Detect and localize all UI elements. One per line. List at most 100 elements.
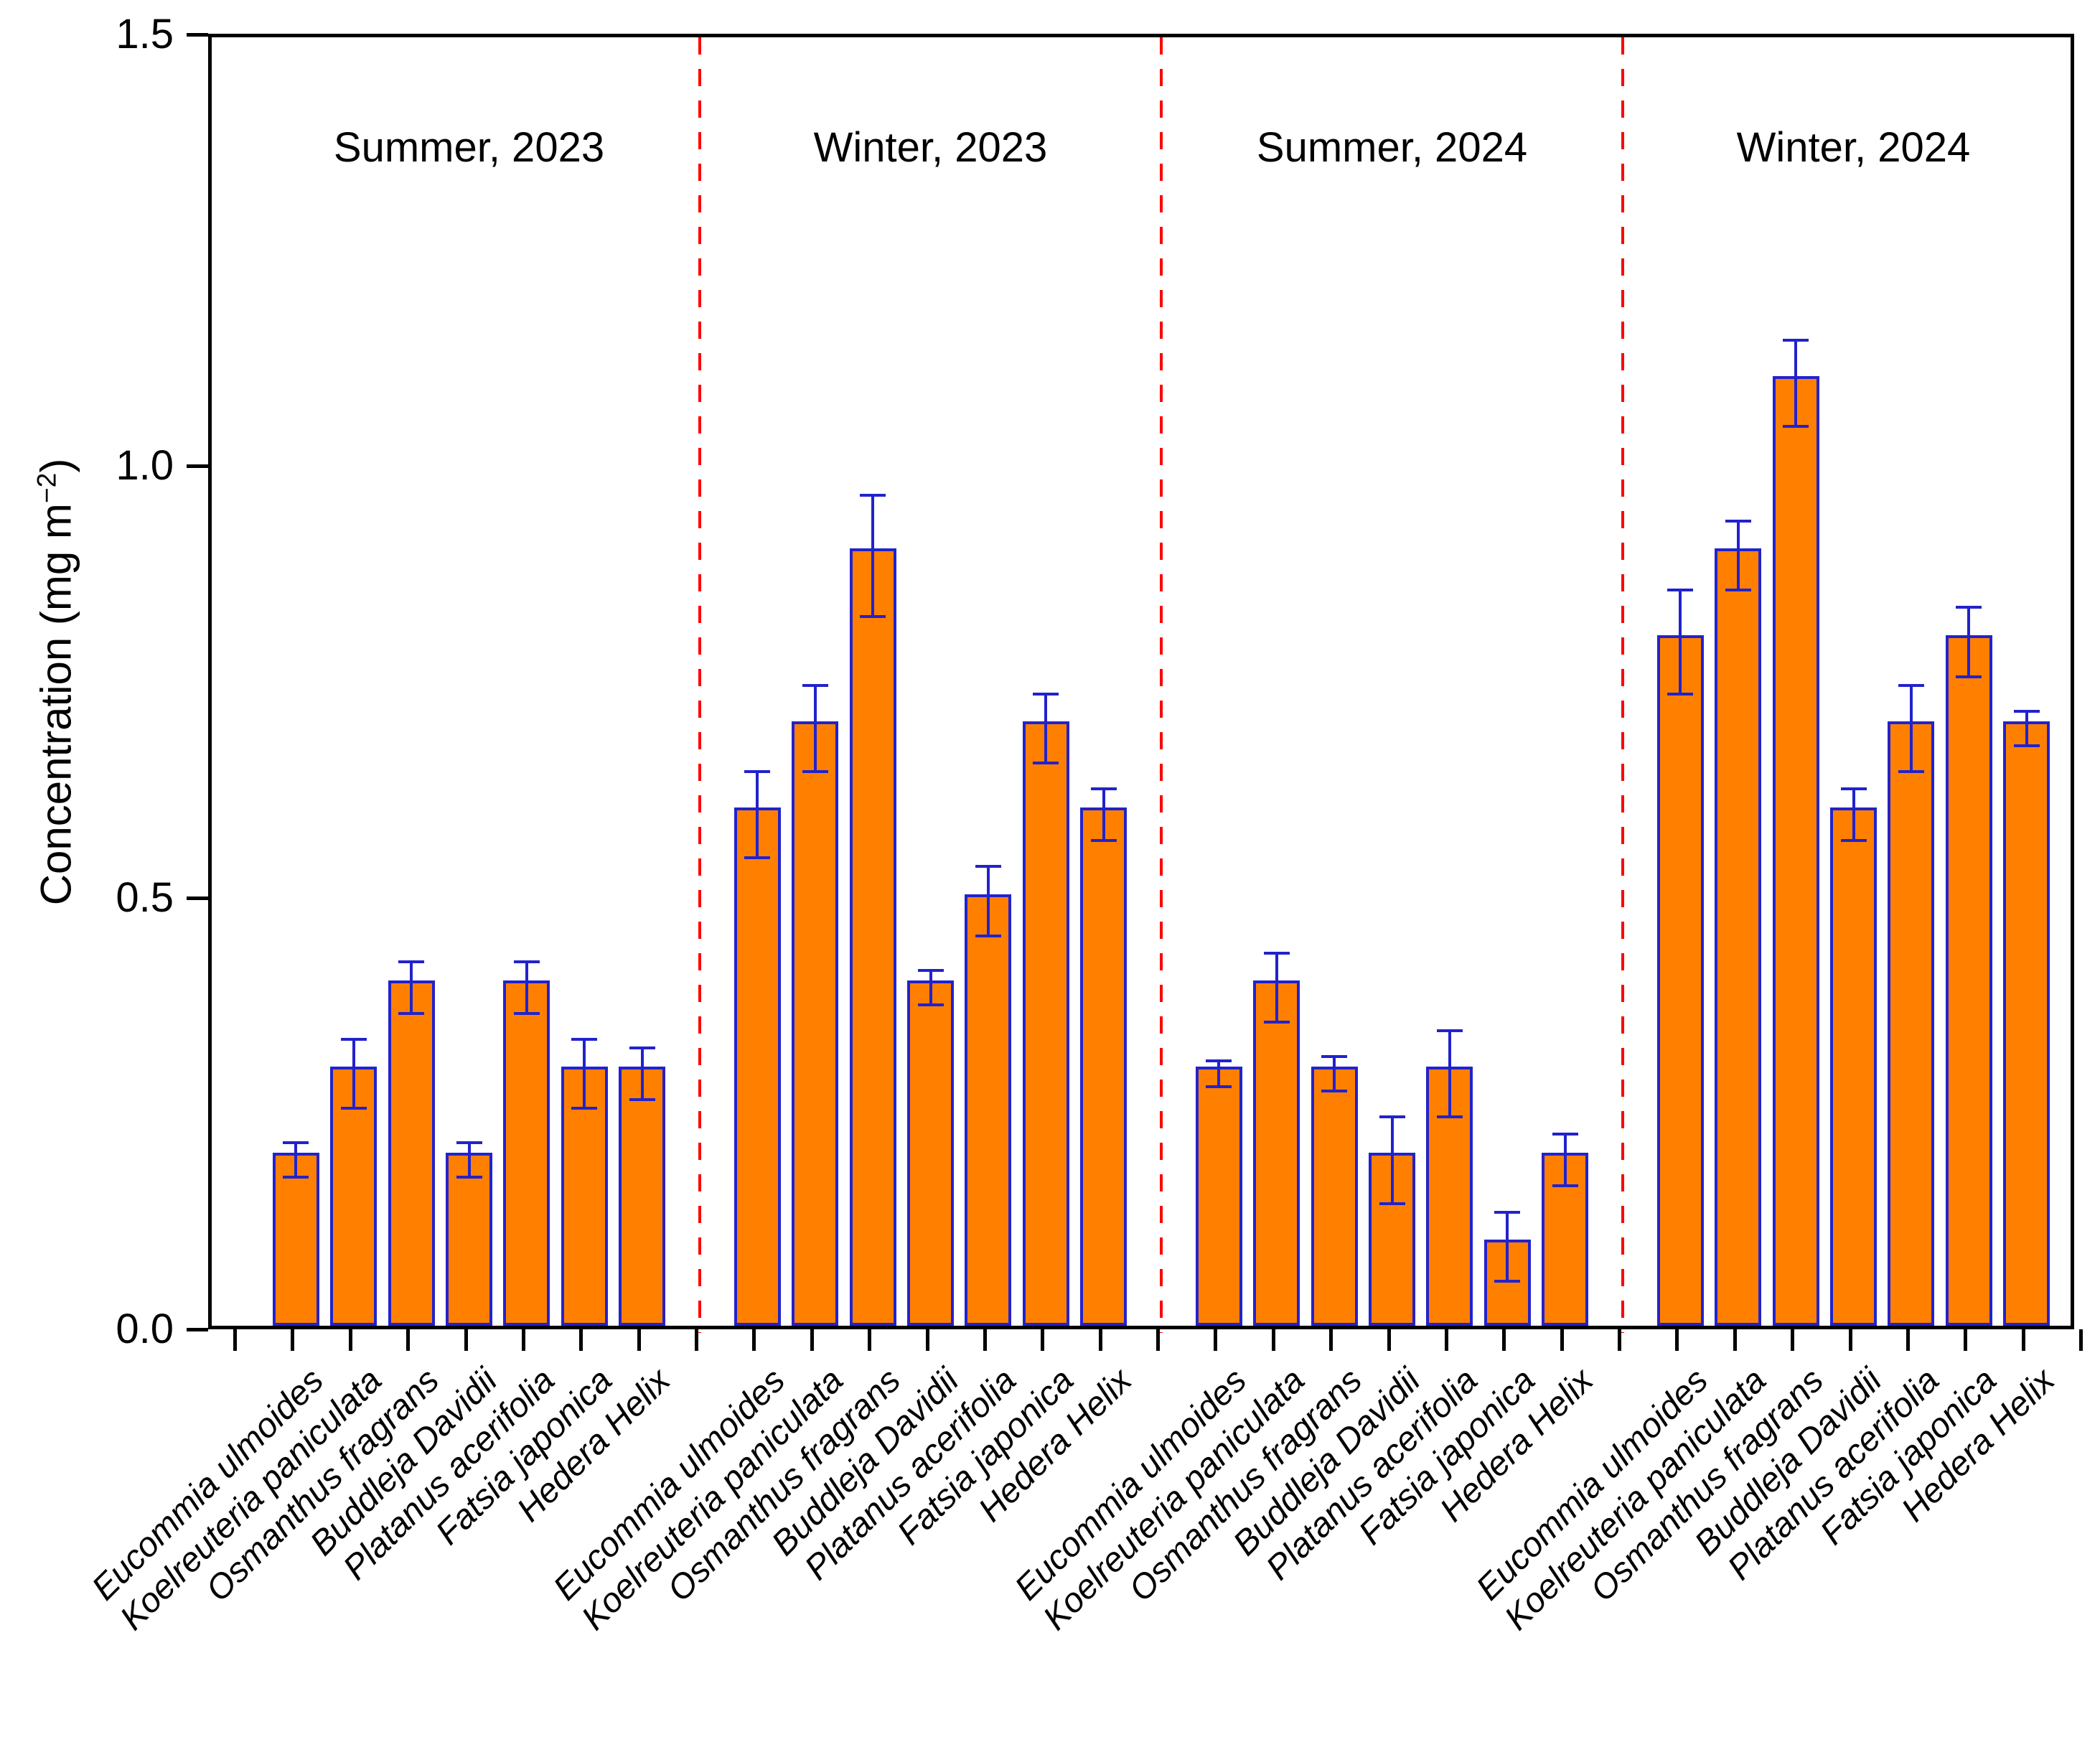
error-bar-cap-bottom: [1494, 1279, 1521, 1283]
error-bar-cap-top: [1898, 683, 1924, 687]
error-bar-cap-bottom: [1898, 770, 1924, 774]
bar: [1022, 721, 1069, 1326]
error-bar-cap-bottom: [744, 856, 771, 860]
error-bar-cap-top: [1783, 338, 1809, 342]
error-bar-whisker: [929, 970, 932, 1005]
error-bar-whisker: [1275, 952, 1278, 1022]
x-tick-mark: [1329, 1329, 1333, 1351]
bar: [1945, 635, 1992, 1326]
bar: [1772, 375, 1819, 1326]
y-tick-mark: [187, 896, 208, 900]
error-bar-whisker: [525, 961, 528, 1013]
bar: [330, 1067, 378, 1326]
x-tick-mark: [983, 1329, 987, 1351]
error-bar-cap-bottom: [571, 1107, 598, 1110]
error-bar-whisker: [1102, 789, 1105, 841]
x-tick-mark: [752, 1329, 756, 1351]
error-bar-cap-bottom: [1667, 692, 1694, 696]
error-bar-cap-bottom: [1436, 1115, 1463, 1119]
x-tick-mark: [464, 1329, 468, 1351]
x-tick-mark: [925, 1329, 929, 1351]
x-tick-mark: [1906, 1329, 1910, 1351]
error-bar-cap-bottom: [1840, 839, 1867, 843]
error-bar-cap-top: [744, 770, 771, 774]
y-tick-mark: [187, 464, 208, 468]
error-bar-cap-bottom: [1321, 1090, 1348, 1093]
group-title: Winter, 2024: [1736, 124, 1971, 171]
panel-divider-line: [1621, 37, 1624, 1333]
bar: [965, 894, 1012, 1326]
plot-area: Summer, 2023 Winter, 2023 Summer, 2024 Wint…: [208, 34, 2074, 1333]
error-bar-cap-bottom: [1379, 1202, 1405, 1205]
bar: [1195, 1067, 1242, 1326]
bar: [792, 721, 839, 1326]
x-tick-mark: [868, 1329, 872, 1351]
error-bar-whisker: [410, 961, 413, 1013]
x-tick-mark: [2079, 1329, 2083, 1351]
error-bar-whisker: [1044, 693, 1048, 763]
error-bar-cap-bottom: [1956, 675, 1982, 678]
error-bar-cap-top: [1090, 787, 1117, 791]
error-bar-cap-bottom: [398, 1011, 425, 1015]
error-bar-cap-bottom: [2013, 744, 2040, 747]
bar: [733, 807, 781, 1326]
error-bar-whisker: [871, 495, 875, 617]
x-tick-mark: [1675, 1329, 1679, 1351]
error-bar-whisker: [756, 772, 759, 858]
x-tick-mark: [521, 1329, 525, 1351]
error-bar-cap-bottom: [1090, 839, 1117, 843]
x-tick-mark: [1618, 1329, 1621, 1351]
bar: [1483, 1239, 1531, 1326]
error-bar-whisker: [1852, 789, 1855, 841]
bar: [272, 1153, 319, 1326]
error-bar-cap-bottom: [1206, 1085, 1232, 1089]
error-bar-whisker: [467, 1143, 471, 1178]
bar: [907, 980, 954, 1326]
error-bar-cap-bottom: [513, 1011, 540, 1015]
error-bar-cap-bottom: [1725, 589, 1751, 592]
x-tick-mark: [1791, 1329, 1795, 1351]
error-bar-whisker: [1390, 1117, 1394, 1204]
y-axis-label: Concentration (mg m−2): [32, 459, 81, 906]
error-bar-cap-top: [513, 960, 540, 963]
x-tick-mark: [637, 1329, 641, 1351]
error-bar-cap-top: [1379, 1115, 1405, 1119]
x-tick-mark: [1848, 1329, 1852, 1351]
error-bar-cap-top: [917, 968, 944, 972]
y-tick-mark: [187, 32, 208, 37]
error-bar-cap-top: [1494, 1210, 1521, 1214]
x-tick-mark: [1502, 1329, 1506, 1351]
error-bar-cap-bottom: [1033, 762, 1059, 765]
bar: [1830, 807, 1877, 1326]
x-tick-mark: [1387, 1329, 1391, 1351]
x-tick-mark: [695, 1329, 698, 1351]
x-tick-mark: [810, 1329, 814, 1351]
error-bar-cap-top: [283, 1141, 309, 1145]
error-bar-whisker: [1563, 1134, 1567, 1186]
x-tick-mark: [1964, 1329, 1968, 1351]
bar: [1888, 721, 1935, 1326]
group-title: Summer, 2023: [333, 124, 605, 171]
error-bar-cap-bottom: [1552, 1184, 1578, 1188]
bar: [1656, 635, 1704, 1326]
error-bar-cap-top: [629, 1047, 655, 1049]
error-bar-cap-top: [1263, 951, 1290, 955]
error-bar-cap-top: [398, 960, 425, 963]
error-bar-cap-top: [1033, 692, 1059, 696]
error-bar-cap-bottom: [456, 1176, 482, 1179]
error-bar-cap-top: [1840, 787, 1867, 791]
error-bar-whisker: [1794, 340, 1798, 426]
error-bar-cap-top: [1206, 1059, 1232, 1063]
x-tick-mark: [406, 1329, 411, 1351]
error-bar-cap-top: [2013, 709, 2040, 713]
error-bar-whisker: [1967, 607, 1971, 677]
error-bar-cap-top: [340, 1037, 367, 1041]
error-bar-cap-top: [1725, 520, 1751, 523]
bar: [1080, 807, 1128, 1326]
error-bar-cap-top: [1321, 1055, 1348, 1059]
panel-divider-line: [698, 37, 701, 1333]
error-bar-cap-bottom: [1263, 1020, 1290, 1024]
error-bar-whisker: [1506, 1212, 1509, 1281]
error-bar-cap-bottom: [283, 1176, 309, 1179]
